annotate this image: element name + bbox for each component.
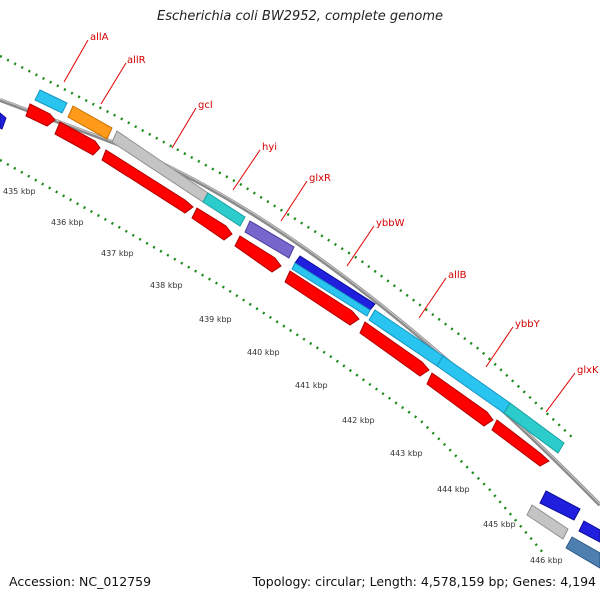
ruler-label-439: 439 kbp <box>199 315 232 324</box>
gene-feature[interactable] <box>565 536 600 569</box>
ruler-label-442: 442 kbp <box>342 416 375 425</box>
outer-tick-dots <box>0 54 576 441</box>
partial-feature[interactable] <box>0 112 7 130</box>
genome-backbone <box>0 98 600 507</box>
gene-feature[interactable] <box>526 504 569 540</box>
cds-arrow[interactable] <box>491 419 550 467</box>
ruler-label-440: 440 kbp <box>247 348 280 357</box>
gene-ybbW-overlap <box>291 262 371 317</box>
accession-text: Accession: NC_012759 <box>9 574 152 589</box>
cds-arrow[interactable] <box>234 235 282 273</box>
cds-arrow[interactable] <box>101 149 194 214</box>
gene-label-glxK[interactable]: glxK <box>577 365 599 376</box>
ruler-label-435: 435 kbp <box>3 187 36 196</box>
gene-label-ybbY[interactable]: ybbY <box>515 319 541 330</box>
gene-label-glxR[interactable]: glxR <box>309 173 331 184</box>
cds-arrow[interactable] <box>191 207 233 241</box>
cds-arrow[interactable] <box>54 121 101 156</box>
label-line-ybbW <box>346 225 375 267</box>
ruler-label-441: 441 kbp <box>295 381 328 390</box>
gene-label-gcl[interactable]: gcl <box>198 100 213 111</box>
gene-feature[interactable] <box>539 490 581 521</box>
genome-stats-text: Topology: circular; Length: 4,578,159 bp… <box>252 574 596 589</box>
ruler-label-437: 437 kbp <box>101 249 134 258</box>
ruler-label-438: 438 kbp <box>150 281 183 290</box>
ruler-label-436: 436 kbp <box>51 218 84 227</box>
gene-label-ybbW[interactable]: ybbW <box>376 218 405 229</box>
cds-arrow[interactable] <box>25 103 56 127</box>
ruler-label-444: 444 kbp <box>437 485 470 494</box>
gene-label-allB[interactable]: allB <box>448 270 467 281</box>
gene-label-allA[interactable]: allA <box>90 32 109 43</box>
label-line-allR <box>100 62 127 105</box>
label-line-ybbY <box>485 326 514 368</box>
map-title: Escherichia coli BW2952, complete genome <box>157 9 443 24</box>
gene-label-hyi[interactable]: hyi <box>262 142 277 153</box>
label-line-hyi <box>232 149 261 191</box>
ruler-label-445: 445 kbp <box>483 520 516 529</box>
gene-glxR-feature[interactable] <box>244 220 295 259</box>
gene-hyi-feature[interactable] <box>202 192 246 227</box>
cds-arrow[interactable] <box>284 270 360 326</box>
cds-arrow[interactable] <box>359 321 430 377</box>
ruler-label-446: 446 kbp <box>530 556 563 565</box>
gene-allR-feature[interactable] <box>67 105 113 140</box>
label-line-allA <box>63 39 89 83</box>
inner-ruler-dots <box>0 158 546 556</box>
gene-feature[interactable] <box>578 520 600 543</box>
gene-glxK-feature[interactable] <box>503 402 565 454</box>
label-line-glxR <box>280 180 308 222</box>
label-line-glxK <box>545 372 576 413</box>
gene-allA-feature[interactable] <box>34 89 68 114</box>
label-line-gcl <box>171 107 197 149</box>
gene-label-allR[interactable]: allR <box>127 55 146 66</box>
ruler-label-443: 443 kbp <box>390 449 423 458</box>
label-line-allB <box>418 277 447 319</box>
cds-arrow[interactable] <box>426 372 494 427</box>
